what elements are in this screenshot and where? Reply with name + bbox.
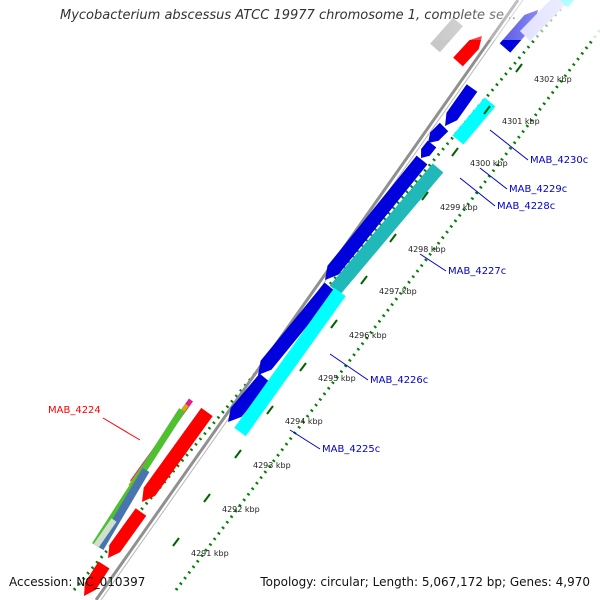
gene-leader-line (102, 417, 141, 441)
hit-cyan-4230 (452, 97, 496, 145)
kbp-tick-label: 4296 kbp (349, 331, 387, 340)
inner-tick-ring (174, 29, 600, 591)
kbp-tick-mark (421, 191, 429, 201)
feature-red-top (453, 36, 482, 67)
kbp-tick-label: 4298 kbp (408, 245, 446, 254)
gene-label[interactable]: MAB_4227c (448, 266, 506, 277)
feature-red-3 (84, 561, 110, 596)
kbp-tick-mark (266, 405, 274, 415)
kbp-tick-mark (330, 319, 338, 329)
kbp-tick-label: 4294 kbp (285, 417, 323, 426)
gene-label[interactable]: MAB_4224 (48, 405, 101, 416)
feature-mab-4228c (421, 140, 437, 158)
gene-leader-line (329, 353, 369, 381)
kbp-tick-label: 4291 kbp (191, 549, 229, 558)
kbp-tick-label: 4295 kbp (318, 374, 356, 383)
feature-pale-left (93, 518, 117, 548)
map-title: Mycobacterium abscessus ATCC 19977 chrom… (60, 8, 517, 23)
hit-teal-long (329, 163, 444, 295)
gene-label[interactable]: MAB_4226c (370, 375, 428, 386)
kbp-tick-mark (360, 275, 368, 285)
kbp-tick-label: 4299 kbp (440, 203, 478, 212)
kbp-tick-label: 4302 kbp (534, 75, 572, 84)
kbp-tick-label: 4301 kbp (502, 117, 540, 126)
kbp-tick-mark (389, 233, 397, 243)
kbp-tick-mark (515, 63, 523, 73)
kbp-tick-mark (172, 537, 180, 547)
feature-red-2 (108, 508, 147, 558)
feature-mab-4230c (445, 84, 478, 126)
gene-label[interactable]: MAB_4230c (530, 155, 588, 166)
feature-red-1 (142, 407, 213, 502)
feature-mab-4229c (428, 122, 449, 143)
gene-label[interactable]: MAB_4228c (497, 201, 555, 212)
feature-mab-4225c (228, 373, 271, 422)
kbp-tick-label: 4300 kbp (470, 159, 508, 168)
kbp-tick-label: 4293 kbp (253, 461, 291, 470)
kbp-tick-mark (451, 147, 459, 157)
gene-leader-line (479, 167, 508, 190)
kbp-tick-mark (203, 493, 211, 503)
gene-label[interactable]: MAB_4225c (322, 444, 380, 455)
hit-cyan-long (234, 287, 346, 437)
accession-label: Accession: NC_010397 (9, 575, 146, 589)
feature-mab-4227c (325, 155, 428, 280)
feature-mab-4226c (258, 282, 336, 375)
kbp-tick-label: 4297 kbp (379, 287, 417, 296)
gene-leader-line (459, 177, 496, 207)
gene-leader-line (489, 129, 529, 161)
edge-fade (430, 0, 600, 40)
backbone-outer (94, 0, 520, 600)
kbp-tick-label: 4292 kbp (222, 505, 260, 514)
kbp-tick-mark (483, 105, 491, 115)
gene-label[interactable]: MAB_4229c (509, 184, 567, 195)
genome-summary-label: Topology: circular; Length: 5,067,172 bp… (260, 575, 590, 589)
kbp-tick-mark (299, 362, 307, 372)
gene-leader-line (419, 253, 447, 272)
gene-leader-line (289, 429, 321, 450)
kbp-tick-mark (234, 449, 242, 459)
